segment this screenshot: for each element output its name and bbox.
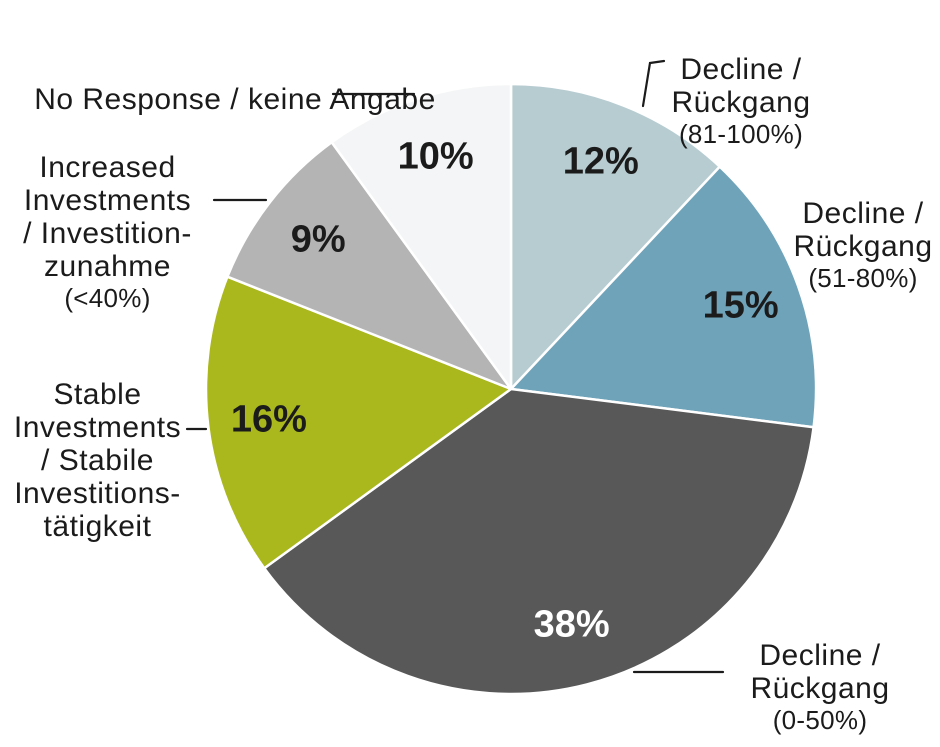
leader-line-decline-81-100: [641, 59, 666, 108]
slice-value-label-4: 9%: [290, 218, 346, 260]
label-decline-81-100: Decline / Rückgang (81-100%): [650, 20, 832, 183]
pie-slice-4: [226, 141, 513, 391]
label-decline-0-50: Decline / Rückgang (0-50%): [736, 606, 904, 747]
label-stable-investments: Stable Investments / Stabile Investition…: [0, 345, 195, 543]
slice-value-label-1: 15%: [702, 284, 779, 327]
slice-value-label-0: 12%: [562, 140, 639, 183]
pie-slices: [204, 82, 818, 696]
label-no-response-text: No Response / keine Angabe: [34, 83, 436, 116]
label-decline-0-50-text: Decline / Rückgang: [750, 639, 890, 705]
pie-slice-5: [330, 82, 513, 391]
label-decline-51-80-qualifier: (51-80%): [808, 263, 918, 293]
label-decline-51-80: Decline / Rückgang (51-80%): [786, 164, 940, 327]
label-no-response: No Response / keine Angabe: [15, 50, 455, 116]
slice-value-label-2: 38%: [533, 603, 610, 646]
slice-value-label-3: 16%: [230, 398, 307, 441]
pie-slice-0: [509, 82, 722, 391]
label-decline-81-100-qualifier: (81-100%): [678, 119, 804, 149]
label-decline-51-80-text: Decline / Rückgang: [793, 197, 933, 263]
label-increased-investments-text: Increased Investments / Investition- zun…: [23, 151, 192, 283]
label-increased-investments: Increased Investments / Investition- zun…: [5, 118, 210, 347]
pie-slice-3: [204, 275, 513, 570]
label-stable-investments-text: Stable Investments / Stabile Investition…: [13, 378, 182, 543]
label-decline-0-50-qualifier: (0-50%): [772, 705, 868, 735]
label-decline-81-100-text: Decline / Rückgang: [671, 53, 811, 119]
pie-slice-1: [509, 165, 818, 429]
label-increased-investments-qualifier: (<40%): [64, 283, 151, 313]
slice-value-label-5: 10%: [397, 135, 474, 178]
pie-slice-2: [263, 387, 815, 696]
